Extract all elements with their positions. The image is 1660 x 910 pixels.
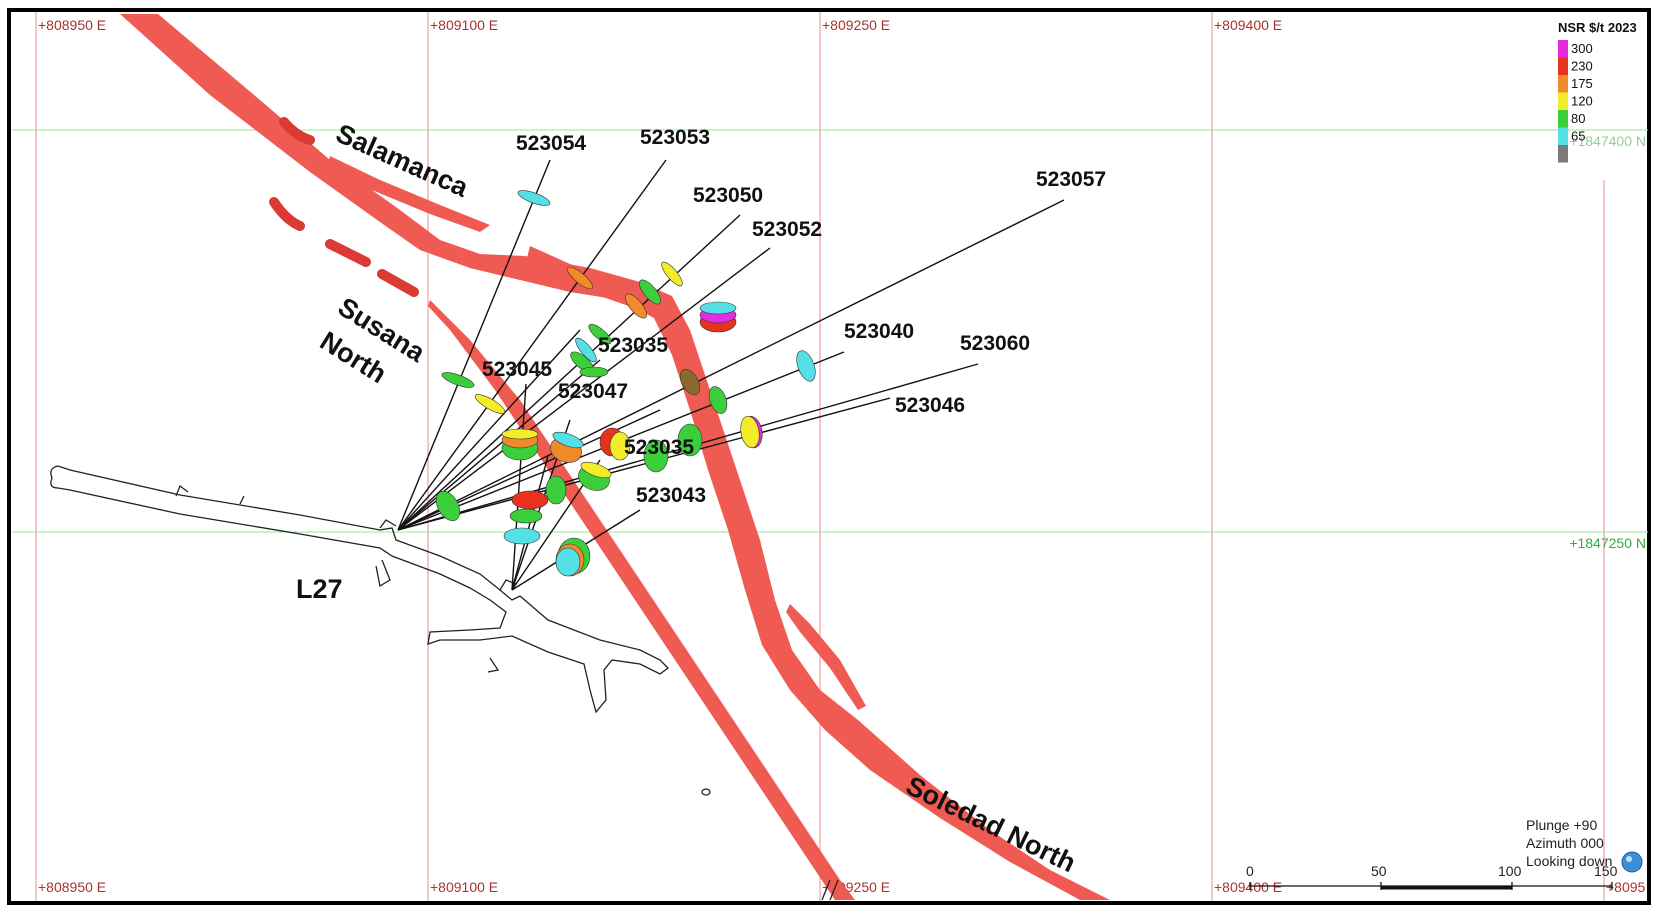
drillhole-label: 523053 [640,126,710,149]
northing-labels: +1847400 N +1847250 N [1569,133,1646,551]
drillhole-label: 523057 [1036,168,1106,191]
dashed-vein [269,117,419,297]
map-frame [7,8,1651,905]
scale-tick: 150 [1594,863,1618,879]
legend-value: 80 [1571,111,1585,126]
scale-tick: 50 [1371,863,1387,879]
azimuth-label: Azimuth 000 [1526,835,1604,851]
intercepts [435,190,816,577]
drift-outline [50,465,669,714]
soledad-splay-vein [786,604,866,710]
plunge-label: Plunge +90 [1526,817,1597,833]
drillhole-label: 523046 [895,394,965,417]
easting-label: +8095 [1606,879,1646,895]
drillhole-label: 523045 [482,358,552,381]
drillhole-label: 523054 [516,132,586,155]
legend-swatch [1558,145,1568,163]
legend-title: NSR $/t 2023 [1558,20,1637,35]
northing-label: +1847400 N [1569,133,1646,149]
drillhole-label: 523035 [624,436,694,459]
legend-swatch [1558,57,1568,75]
looking-label: Looking down [1526,853,1612,869]
drillhole-label: 523040 [844,320,914,343]
veins [120,14,1110,900]
view-orientation-globe-icon [1621,851,1643,873]
legend-value: 175 [1571,76,1593,91]
easting-label: +809100 E [430,17,498,33]
legend-swatch [1558,92,1568,110]
level-label: L27 [296,574,343,604]
scale-tick: 100 [1498,863,1522,879]
legend-value: 300 [1571,41,1593,56]
susana-splay-vein [428,300,855,900]
scale-bar: 0 50 100 150 [1246,863,1618,890]
easting-label: +809250 E [822,17,890,33]
drillhole-label: 523047 [558,380,628,403]
drillhole-label: 523035 [598,334,668,357]
view-info: Plunge +90 Azimuth 000 Looking down [1526,817,1643,873]
nsr-legend: NSR $/t 2023 300 230 175 120 80 65 [1558,20,1637,163]
drillhole-label: 523050 [693,184,763,207]
easting-label: +809400 E [1214,879,1282,895]
scale-tick: 0 [1246,863,1254,879]
drillhole-label: 523060 [960,332,1030,355]
legend-swatch [1558,40,1568,58]
underground-workings [50,465,839,901]
legend-swatch [1558,75,1568,93]
easting-label: +808950 E [38,17,106,33]
drillhole-label: 523043 [636,484,706,507]
easting-label: +808950 E [38,879,106,895]
legend-entries: 300 230 175 120 80 65 [1558,40,1593,163]
legend-value: 120 [1571,94,1593,109]
legend-value: 65 [1571,129,1585,144]
northing-label: +1847250 N [1569,535,1646,551]
drillhole-label: 523052 [752,218,822,241]
legend-value: 230 [1571,59,1593,74]
legend-swatch [1558,127,1568,145]
easting-label: +809100 E [430,879,498,895]
drillhole-labels: 523054 523053 523050 523052 523057 52303… [482,126,1106,507]
easting-label: +809400 E [1214,17,1282,33]
salamanca-vein [328,156,490,232]
easting-labels-top: +808950 E +809100 E +809250 E +809400 E [38,17,1282,33]
legend-swatch [1558,110,1568,128]
